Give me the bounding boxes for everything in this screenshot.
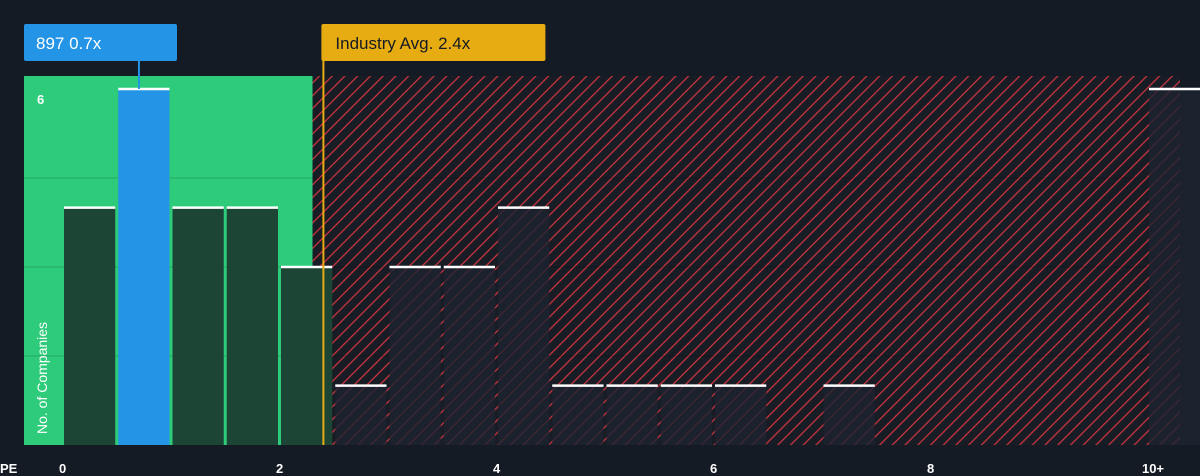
- x-tick-label: 8: [927, 461, 934, 476]
- histogram-bar: [715, 385, 767, 445]
- company-callout: [24, 24, 177, 61]
- histogram-bar: [823, 385, 875, 445]
- company-label: 897 0.7x: [36, 34, 102, 53]
- histogram-bar: [64, 207, 116, 445]
- histogram-bar: [281, 267, 333, 445]
- histogram-bar: [118, 89, 170, 445]
- x-axis-label: PE: [0, 461, 18, 476]
- x-tick-label: 4: [493, 461, 501, 476]
- histogram-bar: [1149, 89, 1200, 445]
- x-tick-label: 6: [710, 461, 717, 476]
- histogram-bar: [660, 385, 712, 445]
- industry-average-callout: [321, 24, 546, 61]
- x-tick-label: 10+: [1142, 461, 1164, 476]
- histogram-bar: [552, 385, 604, 445]
- x-tick-label: 0: [59, 461, 66, 476]
- histogram-bar: [335, 385, 387, 445]
- histogram-bar: [443, 267, 495, 445]
- y-tick-label: 6: [37, 92, 44, 107]
- histogram-bar: [226, 207, 278, 445]
- y-axis-label: No. of Companies: [34, 322, 50, 434]
- histogram-bar: [498, 207, 550, 445]
- industry-average-label: Industry Avg. 2.4x: [335, 34, 470, 53]
- histogram-bar: [172, 207, 224, 445]
- x-tick-label: 2: [276, 461, 283, 476]
- histogram-bar: [606, 385, 658, 445]
- histogram-bar: [389, 267, 441, 445]
